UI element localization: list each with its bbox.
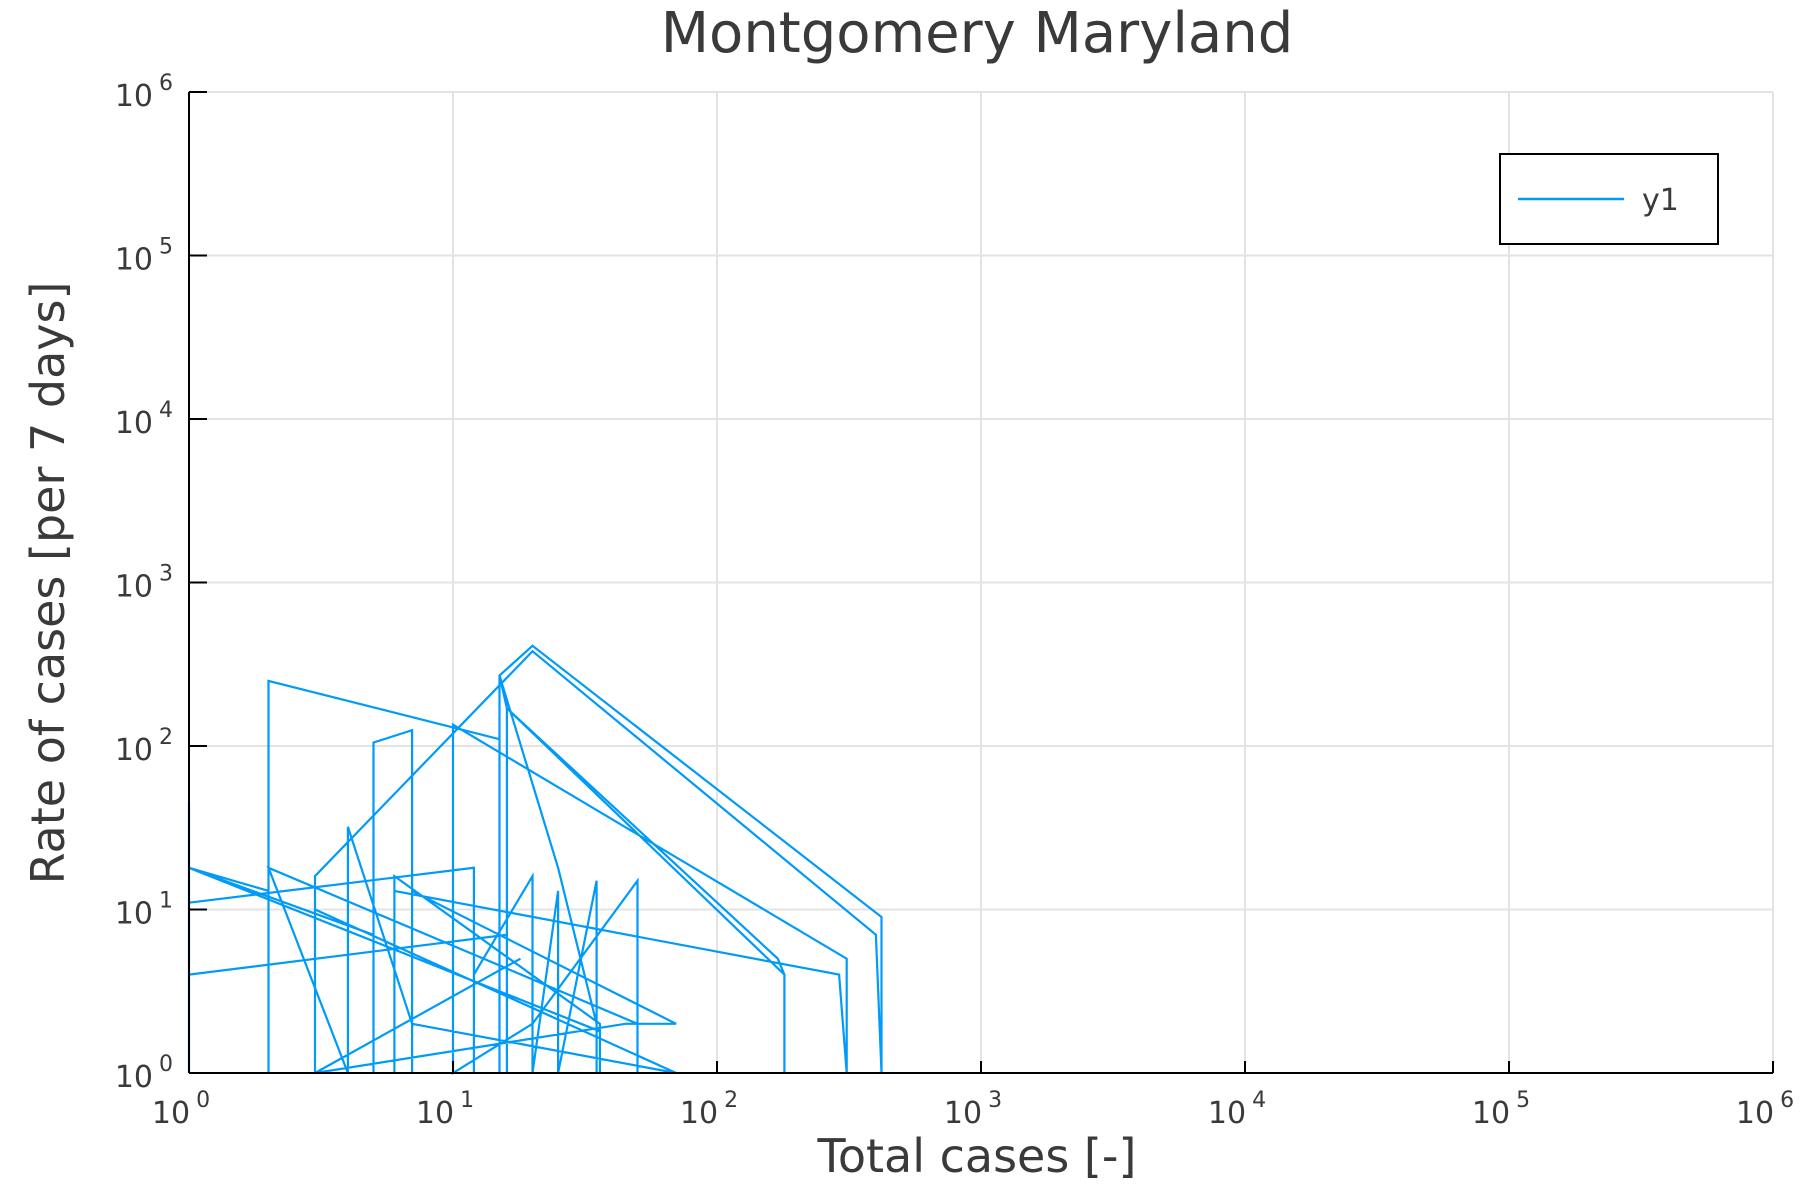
x-tick-label: 10 6 [1736, 1088, 1794, 1131]
chart-title: Montgomery Maryland [661, 1, 1294, 66]
axes [188, 91, 1774, 1074]
x-tick-label: 10 5 [1472, 1088, 1530, 1131]
x-tick-label: 10 2 [680, 1088, 738, 1131]
tick-labels: 10 0 10 1 10 2 10 3 10 4 10 5 10 6 10 0 10 1 10 2 10 3 10 4 10 5 1… [115, 71, 1794, 1131]
y-tick-label: 10 3 [115, 562, 173, 605]
y-tick-label: 10 1 [115, 889, 173, 932]
y-tick-label: 10 2 [115, 725, 173, 768]
series-line-y1 [187, 644, 883, 1075]
y-tick-label: 10 0 [115, 1052, 173, 1095]
x-tick-label: 10 3 [944, 1088, 1002, 1131]
y-tick-label: 10 5 [115, 235, 173, 278]
x-axis-label: Total cases [-] [817, 1129, 1137, 1183]
legend-label-y1: y1 [1642, 183, 1679, 218]
y-axis-label: Rate of cases [per 7 days] [21, 282, 75, 885]
y-tick-label: 10 6 [115, 71, 173, 114]
legend: y1 [1499, 153, 1719, 245]
x-tick-label: 10 0 [152, 1088, 210, 1131]
y-tick-label: 10 4 [115, 398, 173, 441]
x-tick-label: 10 4 [1208, 1088, 1266, 1131]
x-tick-label: 10 1 [416, 1088, 474, 1131]
series-layer [187, 644, 883, 1075]
